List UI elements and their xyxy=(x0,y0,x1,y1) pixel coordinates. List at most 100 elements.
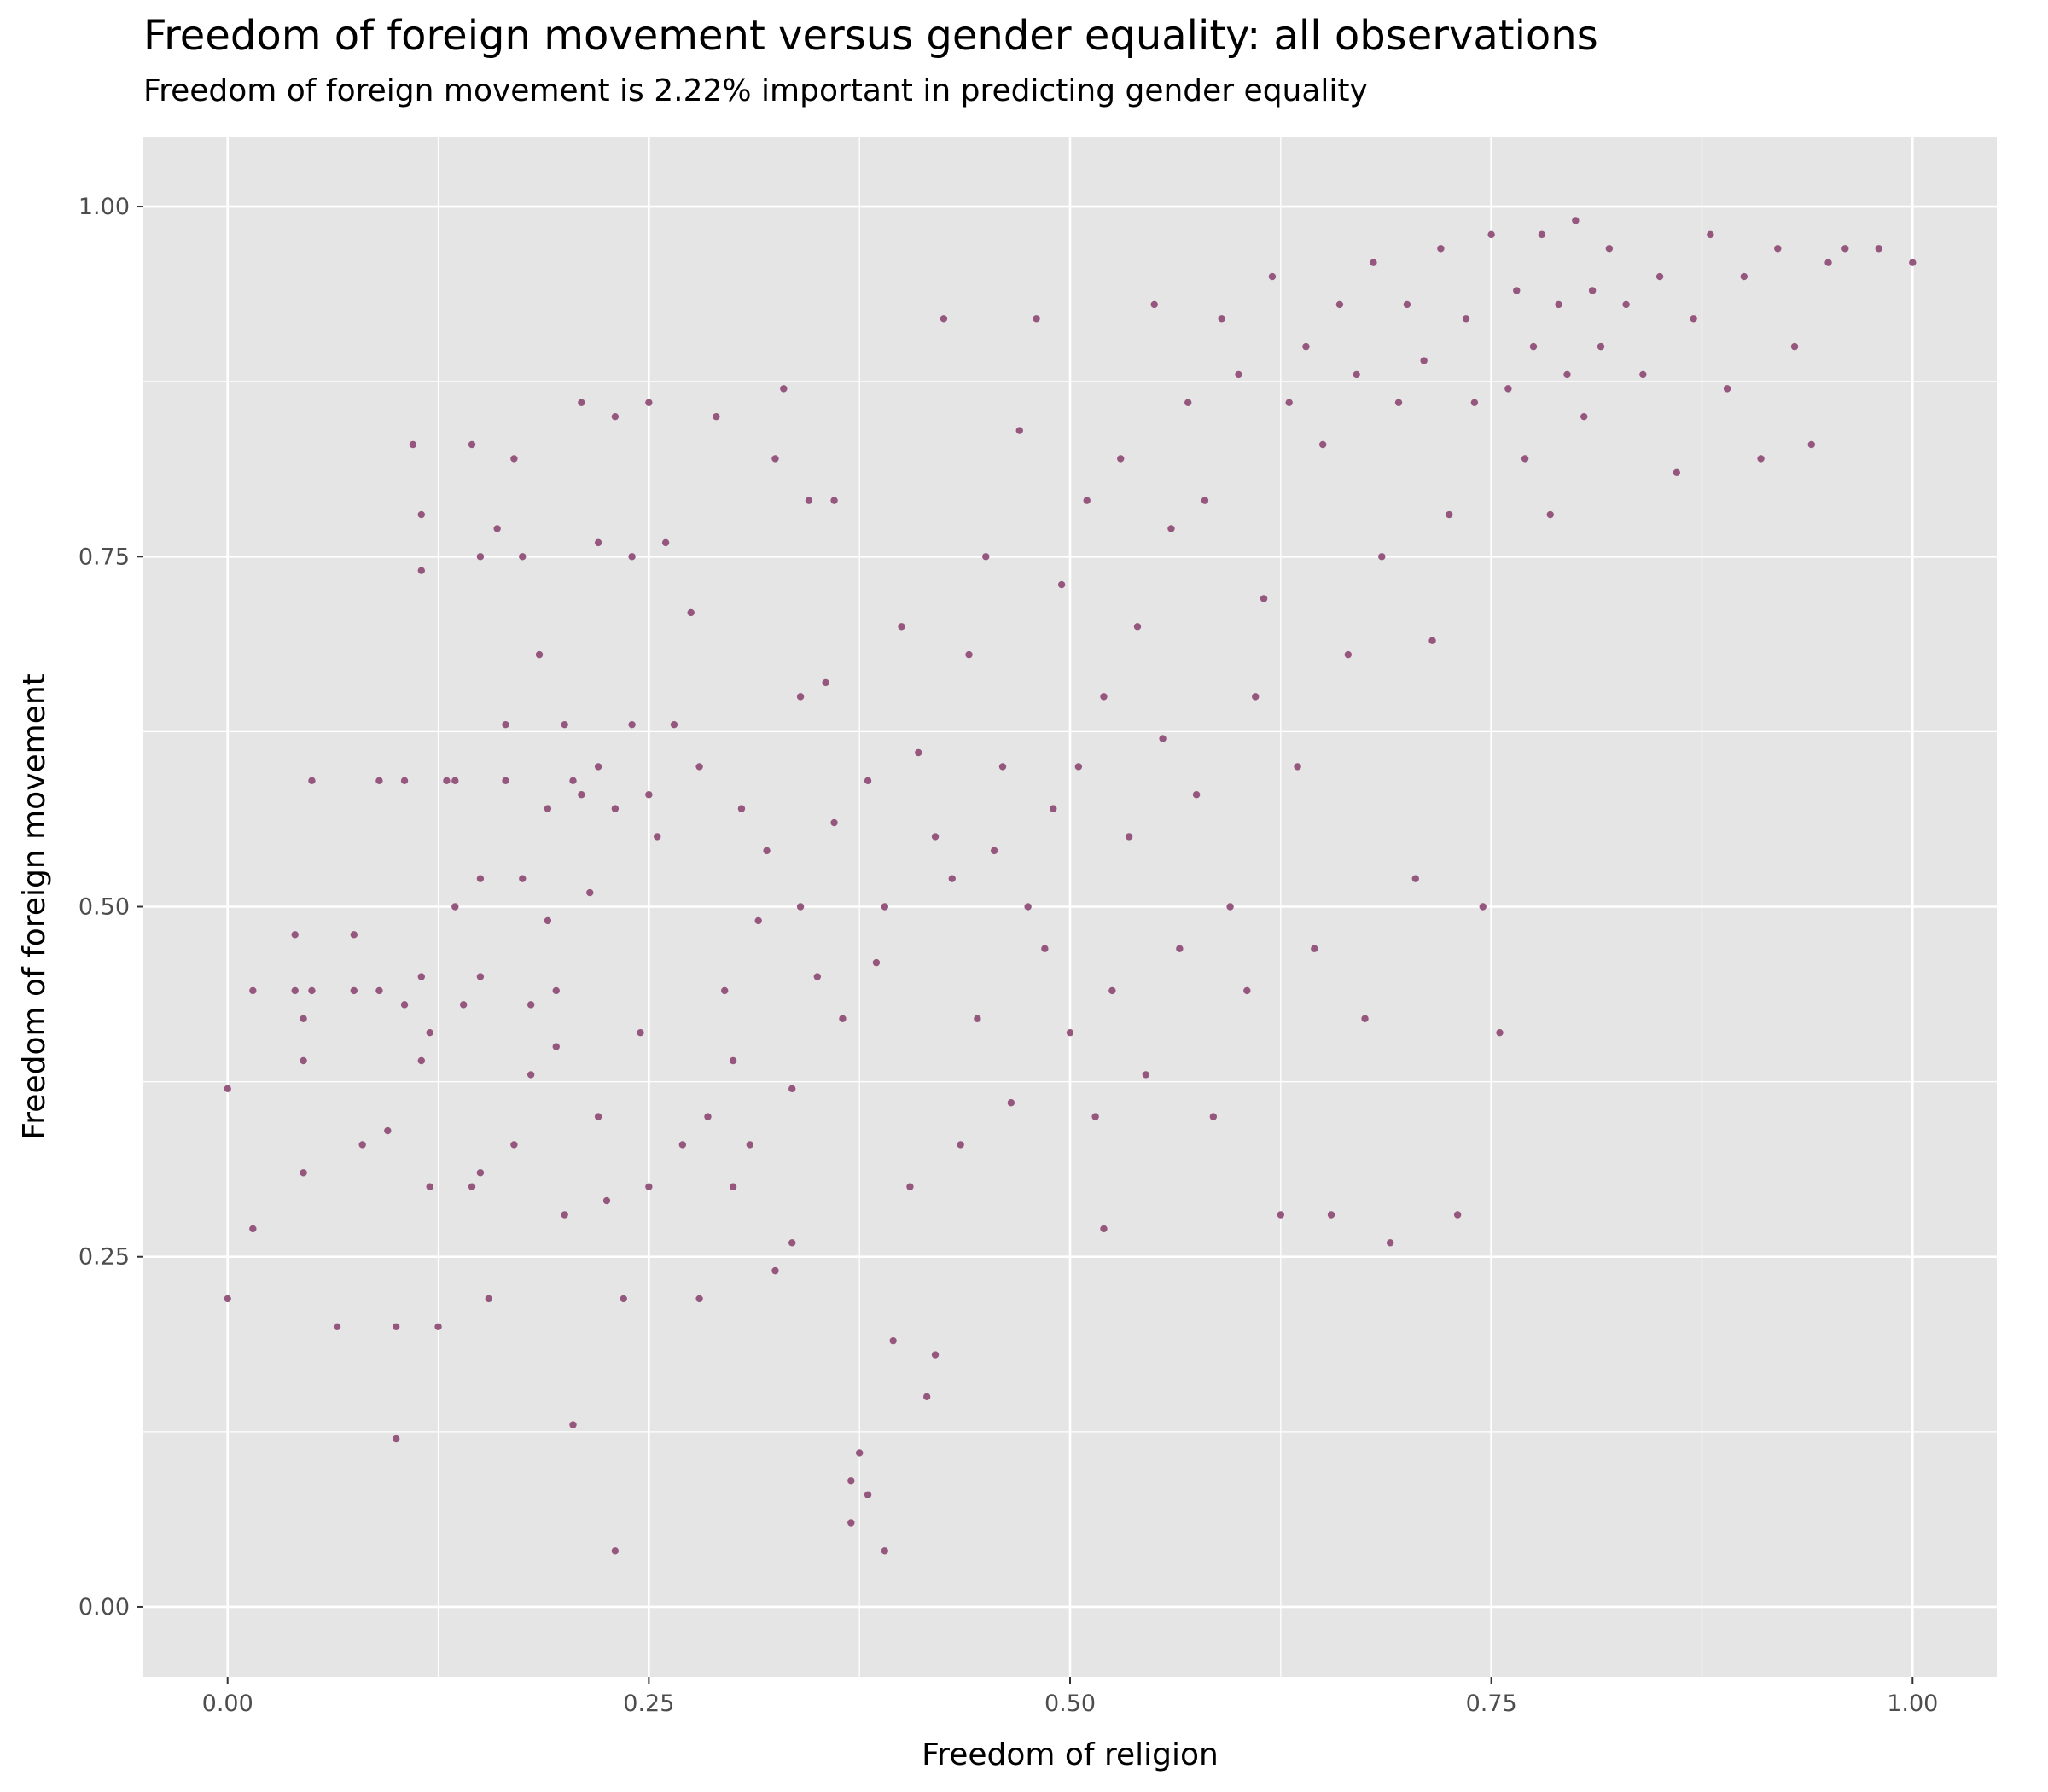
data-point xyxy=(1386,1239,1394,1247)
data-point xyxy=(1024,903,1032,911)
data-point xyxy=(855,1449,864,1457)
data-point xyxy=(1050,805,1057,812)
data-point xyxy=(1302,342,1310,351)
chart-title: Freedom of foreign movement versus gende… xyxy=(143,12,1598,60)
data-point xyxy=(746,1141,754,1149)
data-point xyxy=(434,1323,442,1330)
data-point xyxy=(864,1491,872,1498)
data-point xyxy=(906,1183,914,1190)
data-point xyxy=(476,973,485,980)
data-point xyxy=(1437,245,1445,253)
data-point xyxy=(737,805,746,812)
data-point xyxy=(974,1015,981,1022)
x-tick-label: 0.75 xyxy=(1466,1690,1517,1717)
data-point xyxy=(544,916,552,925)
data-point xyxy=(1774,245,1782,253)
data-point xyxy=(459,1001,468,1009)
data-point xyxy=(1277,1211,1285,1219)
data-point xyxy=(300,1169,307,1177)
data-point xyxy=(1074,763,1083,771)
data-point xyxy=(805,497,813,504)
data-point xyxy=(839,1015,847,1022)
data-point xyxy=(1909,259,1917,266)
data-point xyxy=(1807,440,1815,449)
data-point xyxy=(847,1519,855,1527)
data-point xyxy=(948,875,956,882)
x-tick-label: 0.25 xyxy=(623,1690,674,1717)
data-point xyxy=(468,1183,476,1190)
data-point xyxy=(291,931,299,939)
data-point xyxy=(796,693,805,701)
data-point xyxy=(594,1113,602,1120)
data-point xyxy=(561,1211,568,1219)
data-point xyxy=(1007,1099,1015,1107)
data-point xyxy=(1268,272,1277,281)
data-point xyxy=(224,1295,231,1303)
data-point xyxy=(628,720,636,729)
data-point xyxy=(1243,986,1251,995)
data-point xyxy=(1335,300,1344,309)
data-point xyxy=(510,1141,518,1149)
data-point xyxy=(1841,245,1849,253)
data-point xyxy=(1108,986,1116,995)
data-point xyxy=(1057,580,1066,589)
data-point xyxy=(1420,357,1428,364)
data-point xyxy=(864,777,872,785)
data-point xyxy=(409,440,417,449)
data-point xyxy=(813,973,822,980)
data-point xyxy=(915,748,922,757)
data-point xyxy=(569,777,577,785)
data-point xyxy=(1875,245,1882,253)
data-point xyxy=(788,1085,796,1093)
data-point xyxy=(1655,272,1664,281)
data-point xyxy=(1411,875,1419,882)
data-point xyxy=(586,888,594,897)
data-point xyxy=(426,1028,433,1037)
data-point xyxy=(1353,370,1360,379)
data-point xyxy=(400,1001,409,1009)
y-axis-ticks: 0.00 0.25 0.50 0.75 1.00 xyxy=(79,194,143,1620)
data-point xyxy=(788,1239,796,1247)
data-point xyxy=(1496,1028,1504,1037)
data-point xyxy=(645,399,653,406)
data-point xyxy=(493,525,501,532)
data-point xyxy=(1394,399,1403,406)
data-point xyxy=(922,1393,931,1401)
data-point xyxy=(308,986,316,995)
data-point xyxy=(645,791,653,799)
data-point xyxy=(830,497,838,504)
data-point xyxy=(443,777,451,785)
data-point xyxy=(645,1183,653,1190)
data-point xyxy=(628,553,636,561)
data-point xyxy=(1370,259,1377,266)
data-point xyxy=(1572,217,1580,224)
data-point xyxy=(1453,1211,1462,1219)
data-point xyxy=(1260,595,1268,602)
data-point xyxy=(417,510,425,519)
data-point xyxy=(249,986,257,995)
data-point xyxy=(400,777,409,785)
data-point xyxy=(392,1434,400,1443)
data-point xyxy=(1311,945,1318,952)
data-point xyxy=(1580,412,1588,421)
data-point xyxy=(1041,945,1049,952)
data-point xyxy=(1513,287,1521,294)
data-point xyxy=(1462,315,1470,323)
data-point xyxy=(308,777,316,785)
data-point xyxy=(1470,399,1479,406)
data-point xyxy=(1563,370,1571,379)
y-tick-label: 1.00 xyxy=(79,194,130,220)
data-point xyxy=(350,931,358,939)
data-point xyxy=(476,875,485,882)
data-point xyxy=(569,1421,577,1428)
data-point xyxy=(687,608,695,617)
data-point xyxy=(695,1295,703,1303)
data-point xyxy=(982,553,990,561)
data-point xyxy=(333,1323,341,1330)
data-point xyxy=(552,986,560,995)
data-point xyxy=(1428,637,1436,644)
data-point xyxy=(1235,370,1242,379)
data-point xyxy=(291,986,299,995)
data-point xyxy=(527,1071,535,1079)
data-point xyxy=(611,805,620,812)
